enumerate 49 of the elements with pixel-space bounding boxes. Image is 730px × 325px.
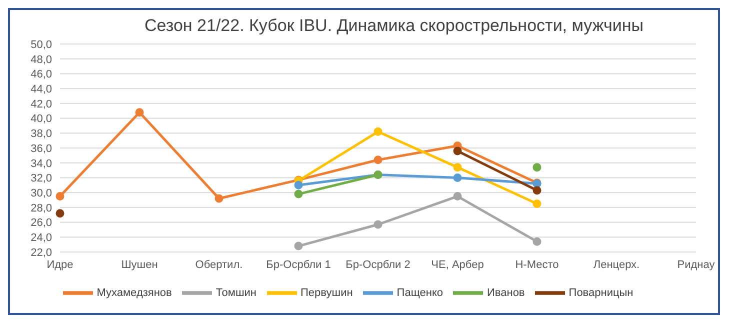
y-tick-label: 42,0	[30, 98, 52, 110]
legend-label: Иванов	[487, 286, 525, 299]
legend-label: Первушин	[300, 286, 353, 299]
point	[135, 108, 144, 117]
x-tick-label: Н-Место	[515, 258, 559, 271]
point	[294, 190, 303, 198]
point	[374, 220, 382, 229]
x-tick-label: Ленцерх.	[593, 258, 640, 271]
point	[294, 242, 303, 250]
point	[532, 237, 542, 246]
x-tick-label: Шушен	[121, 258, 158, 271]
point	[294, 180, 303, 190]
point	[453, 173, 462, 182]
chart-title: Сезон 21/22. Кубок IBU. Динамика скорострельности, мужчины	[144, 16, 644, 36]
point	[374, 127, 382, 136]
y-tick-label: 36,0	[30, 142, 52, 155]
y-tick-label: 22,0	[30, 246, 52, 259]
y-tick-label: 46,0	[30, 68, 52, 81]
x-tick-label: Риднау	[677, 258, 716, 271]
point	[453, 146, 462, 156]
y-tick-label: 26,0	[30, 217, 52, 230]
y-tick-label: 40,0	[30, 113, 52, 126]
y-tick-label: 30,0	[30, 187, 52, 200]
y-tick-label: 34,0	[30, 158, 52, 170]
x-tick-label: ЧЕ, Арбер	[431, 258, 484, 271]
point	[453, 192, 462, 201]
y-tick-label: 32,0	[30, 172, 52, 185]
y-tick-label: 38,0	[30, 128, 52, 140]
y-tick-label: 24,0	[30, 232, 52, 244]
point	[453, 163, 462, 172]
y-tick-label: 50,0	[30, 38, 52, 51]
legend-label: Пащенко	[396, 286, 443, 299]
x-tick-label: Бр-Осрбли 1	[266, 258, 331, 271]
legend-label: Поварницын	[568, 286, 634, 299]
x-tick-label: Бр-Осрбли 2	[346, 258, 410, 271]
x-tick-label: Обертил.	[195, 258, 243, 271]
y-tick-label: 48,0	[30, 54, 52, 66]
point	[532, 186, 542, 195]
legend-label: Мухамедзянов	[96, 286, 172, 299]
legend-label: Томшин	[216, 286, 256, 299]
point	[532, 199, 542, 208]
x-tick-label: Идре	[46, 258, 74, 271]
point	[374, 156, 382, 164]
y-tick-label: 44,0	[30, 83, 52, 96]
point	[56, 209, 64, 218]
point	[56, 192, 64, 201]
point	[214, 194, 224, 203]
y-tick-label: 28,0	[30, 202, 52, 214]
point	[532, 163, 542, 172]
